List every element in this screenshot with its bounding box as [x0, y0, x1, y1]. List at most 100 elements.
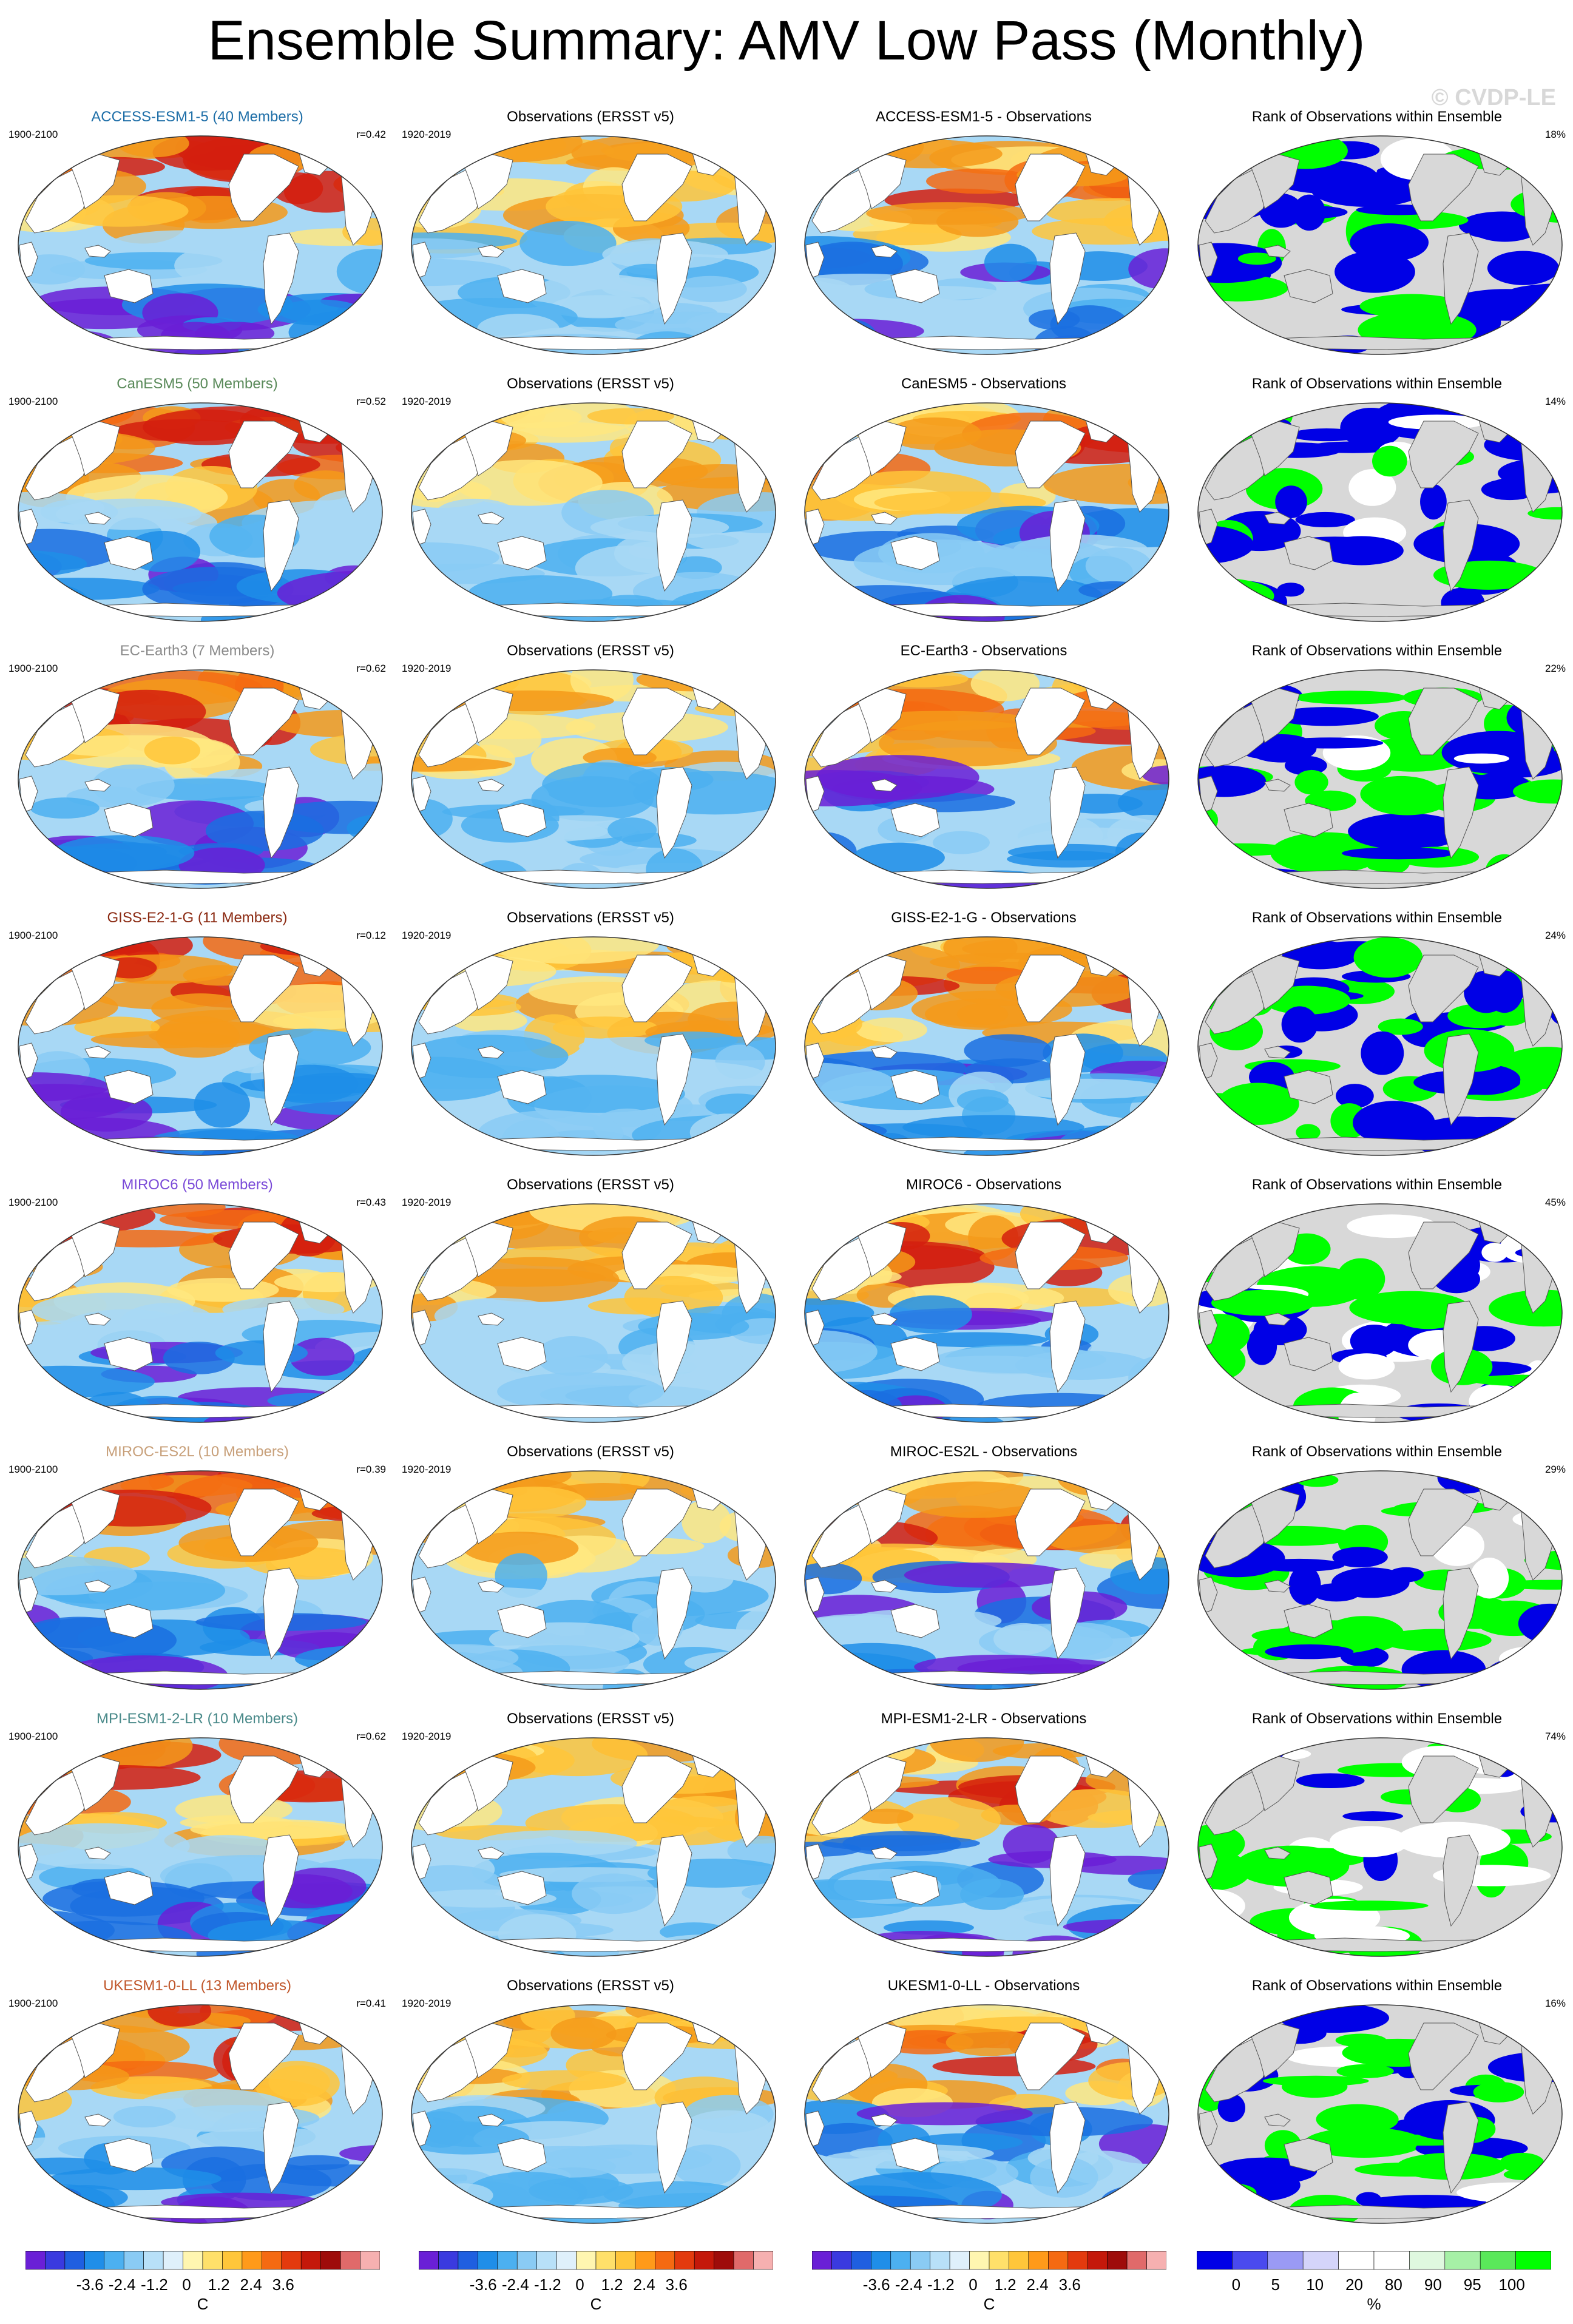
- colorbar-swatch: [183, 2251, 203, 2270]
- period-label: 1900-2100: [8, 1197, 58, 1208]
- period-label: 1920-2019: [402, 930, 452, 941]
- colorbar-swatch: [516, 2251, 537, 2270]
- panel-title: Observations (ERSST v5): [507, 1444, 674, 1460]
- rank-panel: Rank of Observations within Ensemble 24%: [1186, 909, 1568, 1164]
- colorbar-swatch: [714, 2251, 734, 2270]
- colorbar-swatch: [84, 2251, 105, 2270]
- colorbar-swatch: [242, 2251, 262, 2270]
- model-mean-panel: ACCESS-ESM1-5 (40 Members) 1900-2100 r=0.4…: [6, 108, 388, 363]
- world-map: [804, 1737, 1169, 1957]
- period-label: 1920-2019: [402, 396, 452, 407]
- period-label: 1900-2100: [8, 1998, 58, 2009]
- panel-title: Observations (ERSST v5): [507, 1978, 674, 1994]
- colorbar-tick-label: 20: [1345, 2275, 1364, 2294]
- colorbar-swatch: [694, 2251, 714, 2270]
- panel-title: Rank of Observations within Ensemble: [1251, 1444, 1503, 1460]
- colorbar-swatch: [831, 2251, 852, 2270]
- colorbar-swatch: [202, 2251, 223, 2270]
- colorbar-swatch: [1067, 2251, 1088, 2270]
- colorbar-swatch: [1232, 2251, 1268, 2270]
- rank-panel: Rank of Observations within Ensemble 18%: [1186, 108, 1568, 363]
- panel-title: MIROC6 (50 Members): [121, 1177, 273, 1193]
- period-label: 1900-2100: [8, 930, 58, 941]
- colorbar-swatch: [576, 2251, 597, 2270]
- world-map: [1197, 402, 1563, 622]
- panel-title: Rank of Observations within Ensemble: [1251, 1711, 1503, 1727]
- colorbar-swatch: [871, 2251, 891, 2270]
- colorbar-swatch: [949, 2251, 970, 2270]
- period-label: 1900-2100: [8, 1731, 58, 1742]
- difference-panel: MIROC6 - Observations: [793, 1176, 1175, 1431]
- colorbar-tick-label: 5: [1271, 2275, 1280, 2294]
- observations-panel: Observations (ERSST v5) 1920-2019: [399, 1176, 782, 1431]
- panel-title: MPI-ESM1-2-LR - Observations: [881, 1711, 1087, 1727]
- panel-title: UKESM1-0-LL - Observations: [887, 1978, 1080, 1994]
- world-map: [18, 1470, 383, 1690]
- colorbar-swatches: [812, 2251, 1166, 2270]
- colorbar-swatch: [320, 2251, 341, 2270]
- world-map: [804, 402, 1169, 622]
- panel-title: Observations (ERSST v5): [507, 910, 674, 926]
- panel-title: Observations (ERSST v5): [507, 1177, 674, 1193]
- pattern-correlation: r=0.62: [356, 1731, 386, 1742]
- colorbar-unit: C: [197, 2295, 209, 2313]
- colorbar-swatch: [1107, 2251, 1128, 2270]
- panel-title: Rank of Observations within Ensemble: [1251, 910, 1503, 926]
- rank-panel: Rank of Observations within Ensemble 14%: [1186, 375, 1568, 630]
- panel-title: CanESM5 (50 Members): [117, 376, 278, 392]
- panel-title: MIROC-ES2L (10 Members): [106, 1444, 289, 1460]
- colorbar-tick-label: -2.4: [108, 2275, 136, 2294]
- difference-panel: MPI-ESM1-2-LR - Observations: [793, 1710, 1175, 1965]
- colorbar-tick-label: 80: [1384, 2275, 1402, 2294]
- world-map: [411, 1203, 776, 1423]
- colorbar-tick-label: -1.2: [927, 2275, 955, 2294]
- colorbar-tick-label: 0: [575, 2275, 584, 2294]
- colorbar-swatch: [1267, 2251, 1304, 2270]
- colorbar-tick-label: 2.4: [1026, 2275, 1049, 2294]
- colorbar-swatch: [360, 2251, 380, 2270]
- world-map: [1197, 669, 1563, 889]
- colorbar-swatch: [1009, 2251, 1029, 2270]
- world-map: [804, 669, 1169, 889]
- world-map: [411, 135, 776, 355]
- colorbar-swatch: [733, 2251, 754, 2270]
- colorbar-swatch: [655, 2251, 675, 2270]
- colorbar-swatch: [1409, 2251, 1446, 2270]
- colorbar-swatch: [458, 2251, 478, 2270]
- world-map: [804, 135, 1169, 355]
- observations-panel: Observations (ERSST v5) 1920-2019: [399, 909, 782, 1164]
- world-map: [1197, 936, 1563, 1156]
- period-label: 1920-2019: [402, 129, 452, 140]
- colorbar-tick-label: 10: [1306, 2275, 1324, 2294]
- colorbar-swatch: [419, 2251, 439, 2270]
- world-map: [411, 936, 776, 1156]
- colorbar-swatches: [1197, 2251, 1551, 2270]
- colorbar-tick-label: 1.2: [208, 2275, 230, 2294]
- panel-title: Observations (ERSST v5): [507, 1711, 674, 1727]
- colorbar-tick-label: -3.6: [469, 2275, 497, 2294]
- colorbar-swatch: [143, 2251, 164, 2270]
- colorbar: -3.6 -2.4 -1.2 0 1.2 2.4 3.6 C: [812, 2251, 1166, 2313]
- colorbar-tick-label: 1.2: [994, 2275, 1017, 2294]
- pattern-correlation: r=0.62: [356, 663, 386, 674]
- pattern-correlation: r=0.43: [356, 1197, 386, 1208]
- observations-panel: Observations (ERSST v5) 1920-2019: [399, 642, 782, 897]
- panel-title: Rank of Observations within Ensemble: [1251, 643, 1503, 659]
- world-map: [411, 1470, 776, 1690]
- colorbar-swatch: [1146, 2251, 1166, 2270]
- panel-title: EC-Earth3 - Observations: [900, 643, 1067, 659]
- colorbar-swatch: [1480, 2251, 1516, 2270]
- world-map: [804, 936, 1169, 1156]
- colorbar-tick-label: 95: [1463, 2275, 1481, 2294]
- rank-percent: 24%: [1544, 930, 1566, 941]
- world-map: [1197, 1470, 1563, 1690]
- colorbar-swatch: [104, 2251, 124, 2270]
- colorbar-tick-label: 3.6: [665, 2275, 688, 2294]
- colorbar-swatch: [25, 2251, 46, 2270]
- colorbar-swatch: [812, 2251, 832, 2270]
- panel-title: GISS-E2-1-G - Observations: [891, 910, 1077, 926]
- observations-panel: Observations (ERSST v5) 1920-2019: [399, 375, 782, 630]
- model-mean-panel: UKESM1-0-LL (13 Members) 1900-2100 r=0.41: [6, 1977, 388, 2232]
- pattern-correlation: r=0.52: [356, 396, 386, 407]
- world-map: [411, 1737, 776, 1957]
